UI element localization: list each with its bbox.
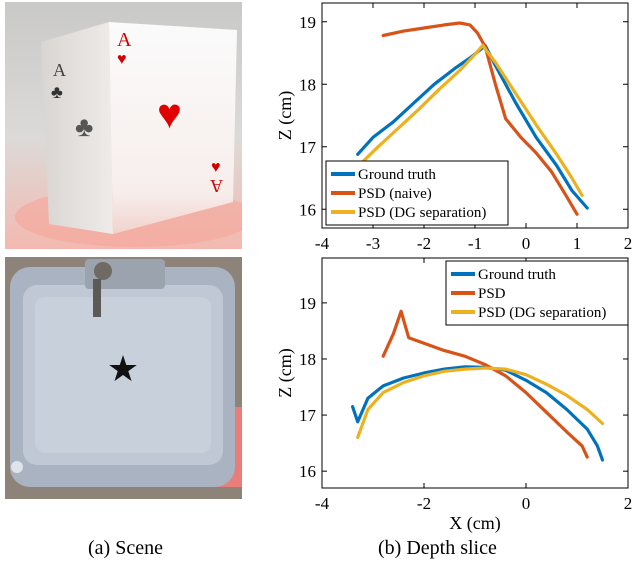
chart-bottom: -4 -2 0 2 16 17 18 19 Z (cm) X (cm) Ground truth PS… [275,257,633,534]
legend-label-2: PSD (naive) [358,186,432,202]
y-tick-label: 17 [299,406,317,425]
legend-label-1: Ground truth [358,167,436,183]
y-tick-label: 16 [299,200,316,219]
y-tick-label: 18 [299,75,316,94]
y-tick-label: 16 [299,462,316,481]
y-tick-label: 18 [299,350,316,369]
x-tick-label: -2 [417,234,431,253]
y-axis-label: Z (cm) [275,91,296,140]
x-tick-label: 0 [522,234,531,253]
x-tick-label: -4 [315,234,330,253]
x-tick-label: 1 [573,234,582,253]
x-tick-label: -2 [417,494,431,513]
series-line-3 [356,366,605,440]
legend-label-3: PSD (DG separation) [358,205,486,221]
x-tick-label: 0 [522,494,531,513]
x-tick-label: 2 [624,494,633,513]
legend-box [445,260,629,326]
svg-text:A: A [117,29,132,51]
y-tick-label: 19 [299,13,316,32]
svg-text:♣: ♣ [75,112,93,143]
legend-label-3: PSD (DG separation) [478,305,606,321]
legend-label-2: PSD [478,286,506,302]
scene-photo-tray: ★ [5,257,242,499]
series-line-3 [361,43,584,198]
caption-scene: (a) Scene [88,537,163,559]
x-tick-label: -1 [468,234,482,253]
y-tick-label: 19 [299,294,316,313]
x-tick-label: -4 [315,494,330,513]
chart-top: -4 -3 -2 -1 0 1 2 16 17 18 19 Z (cm) Ground truth PSD… [275,2,633,253]
plot-frame [321,257,629,489]
legend-box [325,160,509,226]
svg-text:♥: ♥ [117,51,127,68]
scene-photo-cards: A ♣ ♣ A ♥ ♥ ♥ A [5,2,242,249]
series-line-1 [351,365,605,462]
y-axis-label: Z (cm) [275,348,296,397]
legend-label-1: Ground truth [478,267,556,283]
y-tick-label: 17 [299,138,317,157]
svg-text:A: A [210,176,223,196]
svg-text:♣: ♣ [51,82,63,102]
scene-photo-tray-illustration: ★ [5,257,242,499]
x-tick-label: -3 [366,234,380,253]
x-axis-label: X (cm) [449,513,500,534]
svg-text:★: ★ [107,349,139,389]
caption-depth-slice: (b) Depth slice [378,537,497,559]
svg-text:♥: ♥ [157,92,182,138]
series-line-2 [381,309,589,459]
x-tick-label: 2 [624,234,633,253]
svg-text:♥: ♥ [211,159,221,176]
scene-photo-cards-illustration: A ♣ ♣ A ♥ ♥ ♥ A [5,2,242,249]
svg-text:A: A [53,60,66,80]
